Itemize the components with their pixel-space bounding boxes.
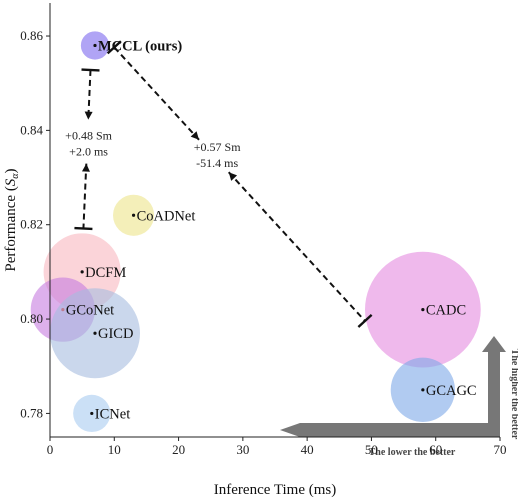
x-axis-label: Inference Time (ms)	[214, 482, 336, 498]
y-axis-label-symbol: S	[3, 178, 19, 186]
annotation-1-bar-1	[357, 313, 373, 328]
annotation-0-head-b	[81, 163, 90, 172]
label-gconet: GCoNet	[66, 303, 114, 319]
annotation-0-head-a	[84, 111, 93, 120]
label-gicd: GICD	[98, 326, 133, 342]
annotation-0-bar-1	[74, 226, 93, 231]
annotation-1-dash-b	[227, 171, 366, 322]
y-tick-label-0.84: 0.84	[20, 122, 43, 137]
point-dcfm	[80, 270, 84, 274]
x-tick-label-70: 70	[494, 442, 507, 457]
annotation-1-line-0: +0.57 Sm	[194, 140, 241, 154]
point-cadc	[421, 308, 425, 312]
y-tick-label-0.8: 0.80	[20, 311, 43, 326]
annotation-1-head-a	[190, 131, 200, 140]
y-axis-label: Performance (Sα)	[3, 168, 21, 271]
annotation-0-line-0: +0.48 Sm	[65, 129, 112, 143]
hint-arrow-vertical	[482, 336, 506, 437]
label-coadnet: CoADNet	[137, 208, 196, 224]
x-tick-label-0: 0	[47, 442, 54, 457]
x-tick-label-10: 10	[108, 442, 121, 457]
y-tick-label-0.86: 0.86	[20, 28, 43, 43]
point-label-layer: MCCL (ours) CoADNet DCFM GCoNet GICD ICNet CAD…	[66, 38, 477, 422]
hint-higher-better: The higher the better	[509, 349, 518, 440]
hint-layer: The lower the better The higher the bette…	[280, 336, 518, 458]
point-gcagc	[421, 388, 425, 392]
y-axis-label-subscript: α	[10, 173, 21, 179]
label-cadc: CADC	[426, 303, 466, 319]
label-icnet: ICNet	[95, 406, 130, 422]
annotation-0-dash-b	[82, 163, 88, 229]
annotation-1-dash-a	[113, 46, 200, 141]
axes: 0 10 20 30 40 50 60 70 0.78 0.80 0.82 0.84 0.86	[20, 3, 507, 457]
point-mccl-ours	[93, 43, 97, 48]
x-tick-label-50: 50	[365, 442, 378, 457]
x-tick-label-60: 60	[429, 442, 442, 457]
annotation-1-head-b	[228, 172, 238, 181]
point-coadnet	[131, 213, 136, 217]
y-axis-label-end: )	[3, 168, 19, 173]
point-icnet	[90, 411, 94, 416]
label-dcfm: DCFM	[85, 265, 126, 281]
x-tick-label-30: 30	[236, 442, 249, 457]
annotation-layer: +0.48 Sm +2.0 ms +0.57 Sm -51.4 ms	[65, 40, 373, 328]
x-tick-label-40: 40	[301, 442, 314, 457]
annotation-1-line-1: -51.4 ms	[196, 156, 238, 170]
annotation-0-bar-0	[81, 68, 100, 72]
label-gcagc: GCAGC	[426, 383, 477, 399]
annotation-0-dash-a	[87, 69, 92, 120]
hint-arrow-horizontal	[280, 423, 494, 437]
bubble-layer	[30, 31, 481, 433]
y-tick-label-0.78: 0.78	[20, 405, 43, 420]
y-axis-label-main: Performance (	[3, 186, 19, 271]
label-mccl-ours: MCCL (ours)	[98, 38, 182, 54]
y-tick-label-0.82: 0.82	[20, 217, 43, 232]
x-tick-label-20: 20	[172, 442, 185, 457]
point-gicd	[93, 331, 97, 335]
annotation-0-line-1: +2.0 ms	[69, 145, 108, 159]
annotation-1-bar-0	[106, 40, 122, 55]
hint-lower-better: The lower the better	[369, 447, 456, 458]
